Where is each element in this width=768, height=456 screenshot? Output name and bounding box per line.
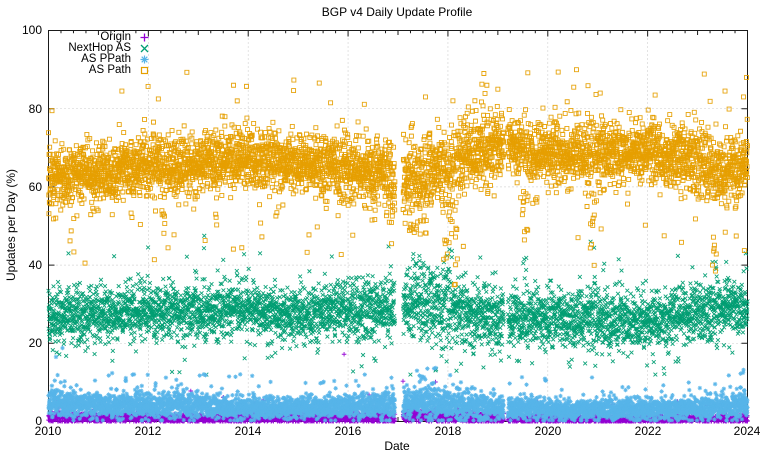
legend-label-as-ppath: AS PPath: [81, 53, 131, 65]
x-tick-2024: 2024: [733, 424, 761, 438]
ppath-asterisk-icon: [131, 54, 157, 65]
nexthop-cross-icon: [131, 43, 157, 54]
x-tick-2016: 2016: [334, 424, 362, 438]
y-tick-20: 20: [28, 336, 42, 350]
legend-row-nexthop-as: NextHop AS: [53, 42, 157, 54]
origin-plus-icon: [131, 32, 157, 43]
y-tick-40: 40: [28, 258, 42, 272]
x-tick-2010: 2010: [34, 424, 62, 438]
x-axis-label: Date: [384, 439, 410, 453]
legend-row-origin: Origin: [53, 31, 157, 43]
x-tick-2022: 2022: [634, 424, 662, 438]
y-tick-60: 60: [28, 180, 42, 194]
y-tick-80: 80: [28, 102, 42, 116]
legend-row-as-ppath: AS PPath: [53, 53, 157, 65]
aspath-square-icon: [131, 65, 157, 76]
legend-label-as-path: AS Path: [88, 64, 131, 76]
legend: Origin NextHop AS AS PPath AS Path: [53, 31, 157, 76]
legend-row-as-path: AS Path: [53, 64, 157, 76]
legend-label-origin: Origin: [100, 31, 131, 43]
x-tick-2018: 2018: [434, 424, 462, 438]
y-tick-0: 0: [35, 414, 42, 428]
x-tick-2020: 2020: [534, 424, 562, 438]
legend-label-nexthop-as: NextHop AS: [68, 42, 131, 54]
y-tick-100: 100: [21, 23, 42, 37]
x-tick-2014: 2014: [234, 424, 262, 438]
x-tick-2012: 2012: [134, 424, 162, 438]
chart-title: BGP v4 Daily Update Profile: [321, 5, 473, 19]
